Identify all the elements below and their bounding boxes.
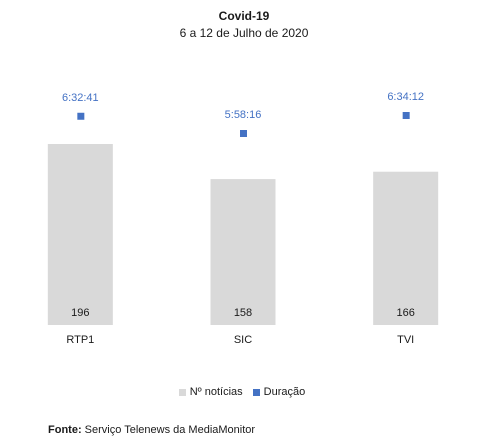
source-note: Fonte: Serviço Telenews da MediaMonitor bbox=[48, 424, 255, 436]
bar-sic bbox=[210, 179, 276, 325]
legend-label-duracao: Duração bbox=[263, 386, 306, 398]
duration-marker-rtp1 bbox=[77, 112, 85, 120]
duration-label-rtp1: 6:32:41 bbox=[62, 92, 99, 104]
legend-item-noticias: Nº notícias bbox=[178, 386, 243, 398]
duration-label-sic: 5:58:16 bbox=[225, 109, 262, 121]
legend-swatch-noticias bbox=[178, 388, 186, 396]
legend: Nº notícias Duração bbox=[0, 386, 484, 398]
duration-label-tvi: 6:34:12 bbox=[387, 91, 424, 103]
bar-tvi bbox=[373, 171, 439, 325]
x-tick-tvi: TVI bbox=[397, 334, 414, 346]
bar-label-tvi: 166 bbox=[396, 307, 414, 319]
x-tick-sic: SIC bbox=[234, 334, 252, 346]
legend-item-duracao: Duração bbox=[252, 386, 306, 398]
chart-plot: 196 RTP1 6:32:41 158 SIC 5:58:16 166 TVI 6:34:12 bbox=[47, 91, 439, 346]
chart-subtitle: 6 a 12 de Julho de 2020 bbox=[179, 26, 309, 40]
x-tick-rtp1: RTP1 bbox=[66, 334, 94, 346]
legend-swatch-duracao bbox=[252, 388, 260, 396]
bar-rtp1 bbox=[47, 144, 113, 325]
bar-label-sic: 158 bbox=[234, 307, 252, 319]
duration-marker-sic bbox=[240, 130, 247, 137]
legend-label-noticias: Nº notícias bbox=[189, 386, 243, 398]
source-label: Fonte: bbox=[48, 424, 82, 436]
source-text: Serviço Telenews da MediaMonitor bbox=[84, 424, 256, 436]
chart-title: Covid-19 bbox=[218, 9, 270, 23]
bar-label-rtp1: 196 bbox=[71, 307, 89, 319]
duration-marker-tvi bbox=[402, 112, 410, 119]
